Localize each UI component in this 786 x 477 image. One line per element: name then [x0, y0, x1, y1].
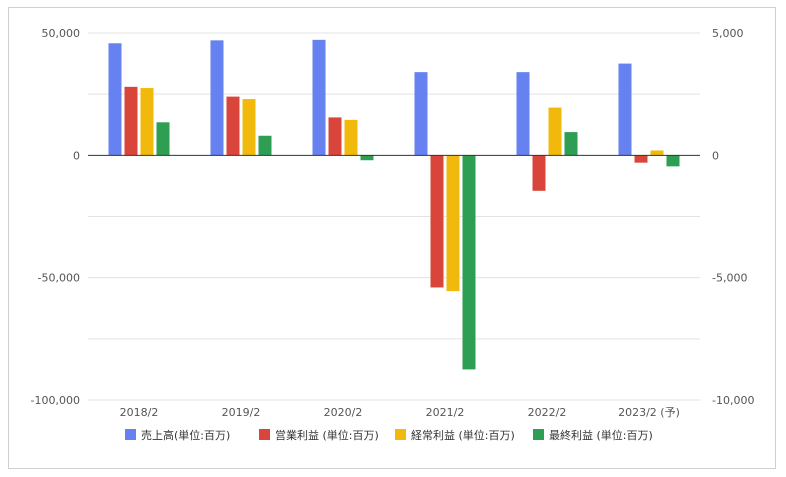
bar — [242, 99, 256, 156]
chart-frame — [8, 7, 776, 469]
grid-lines — [88, 32, 700, 401]
bar — [258, 135, 272, 156]
bar — [124, 86, 138, 156]
bar — [666, 155, 680, 167]
bar — [210, 40, 224, 156]
x-axis-tick-label: 2020/2 — [324, 406, 363, 419]
legend-label: 営業利益 (単位:百万) — [275, 428, 379, 442]
right-axis-tick-label: -5,000 — [712, 272, 747, 285]
bar — [360, 155, 374, 161]
bar — [634, 155, 648, 163]
legend-swatch — [533, 429, 544, 440]
bars — [108, 39, 680, 370]
bar — [156, 122, 170, 156]
x-axis-tick-label: 2021/2 — [426, 406, 465, 419]
bar — [446, 155, 460, 292]
legend: 売上高(単位:百万) 営業利益 (単位:百万) 経常利益 (単位:百万) 最終利益 (… — [125, 428, 653, 442]
legend-swatch — [125, 429, 136, 440]
bar — [312, 39, 326, 156]
bar — [516, 72, 530, 156]
right-axis-tick-label: -10,000 — [712, 394, 754, 407]
bar — [650, 150, 664, 156]
legend-swatch — [259, 429, 270, 440]
bar — [618, 63, 632, 156]
right-axis-tick-label: 0 — [712, 149, 719, 162]
legend-label: 最終利益 (単位:百万) — [549, 428, 653, 442]
left-axis-tick-label: 0 — [73, 149, 80, 162]
left-axis-tick-label: -50,000 — [38, 272, 80, 285]
x-axis-tick-label: 2018/2 — [120, 406, 159, 419]
x-axis-tick-label: 2019/2 — [222, 406, 261, 419]
bar — [140, 88, 154, 156]
right-axis-tick-label: 5,000 — [712, 27, 744, 40]
bar — [532, 155, 546, 191]
x-axis-tick-label: 2022/2 — [528, 406, 567, 419]
x-axis-tick-label: 2023/2 (予) — [618, 406, 680, 419]
legend-label: 売上高(単位:百万) — [141, 428, 230, 442]
bar — [462, 155, 476, 370]
bar — [430, 155, 444, 288]
bar — [226, 96, 240, 156]
legend-swatch — [395, 429, 406, 440]
bar — [344, 119, 358, 156]
bar — [328, 117, 342, 156]
bar — [414, 72, 428, 156]
bar — [548, 107, 562, 156]
axes: 50,000 0 -50,000 -100,000 5,000 0 -5,000 -10,00… — [31, 27, 755, 419]
legend-label: 経常利益 (単位:百万) — [411, 428, 515, 442]
left-axis-tick-label: -100,000 — [31, 394, 80, 407]
left-axis-tick-label: 50,000 — [42, 27, 81, 40]
bar — [564, 132, 578, 156]
bar — [108, 43, 122, 156]
